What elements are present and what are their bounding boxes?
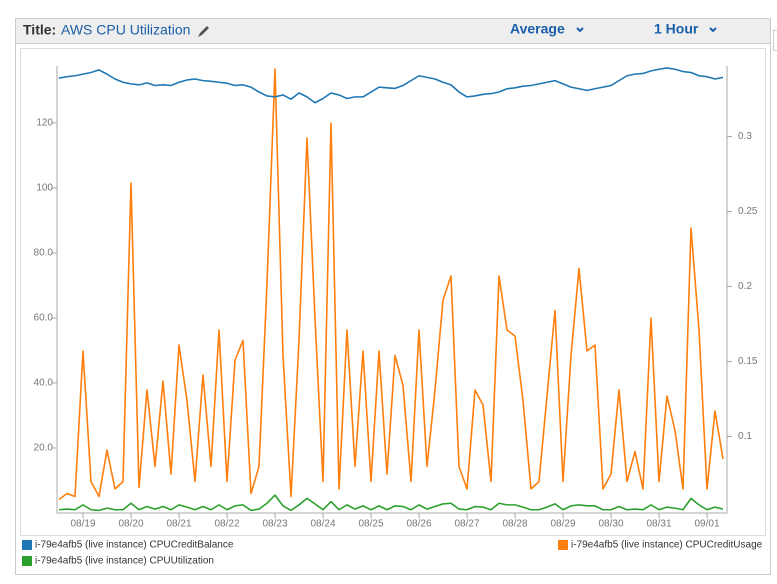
y2-tick-label: 0.2: [738, 281, 752, 292]
x-tick-label: 08/21: [166, 519, 191, 530]
x-tick-label: 08/30: [598, 519, 623, 530]
x-tick-label: 08/28: [502, 519, 527, 530]
x-tick-label: 08/24: [310, 519, 335, 530]
y-tick-label: 100: [36, 183, 53, 194]
x-tick-label: 08/26: [406, 519, 431, 530]
x-tick-label: 08/19: [70, 519, 95, 530]
legend-swatch: [558, 540, 568, 550]
y2-tick-label: 0.15: [738, 356, 758, 367]
legend-label: i-79e4afb5 (live instance) CPUCreditBala…: [35, 540, 234, 551]
y2-tick-label: 0.3: [738, 131, 752, 142]
period-dropdown[interactable]: 1 Hour: [654, 21, 699, 37]
x-tick-label: 08/29: [550, 519, 575, 530]
legend-label: i-79e4afb5 (live instance) CPUUtilizatio…: [35, 556, 214, 567]
x-tick-label: 08/31: [646, 519, 671, 530]
legend-label: i-79e4afb5 (live instance) CPUCreditUsag…: [571, 540, 763, 551]
side-panel: [774, 31, 777, 51]
y-tick-label: 40.0: [34, 378, 54, 389]
title-label: Title:: [23, 22, 56, 38]
y-tick-label: 20.0: [34, 443, 54, 454]
x-tick-label: 09/01: [694, 519, 719, 530]
title-link[interactable]: AWS CPU Utilization: [61, 22, 190, 38]
y2-tick-label: 0.1: [738, 431, 752, 442]
legend-swatch: [22, 556, 32, 566]
y2-tick-label: 0.25: [738, 206, 758, 217]
x-tick-label: 08/27: [454, 519, 479, 530]
y-tick-label: 120: [36, 118, 53, 129]
y-tick-label: 80.0: [34, 248, 54, 259]
x-tick-label: 08/23: [262, 519, 287, 530]
x-tick-label: 08/22: [214, 519, 239, 530]
x-tick-label: 08/25: [358, 519, 383, 530]
x-tick-label: 08/20: [118, 519, 143, 530]
legend-swatch: [22, 540, 32, 550]
statistic-dropdown[interactable]: Average: [510, 21, 565, 37]
y-tick-label: 60.0: [34, 313, 54, 324]
